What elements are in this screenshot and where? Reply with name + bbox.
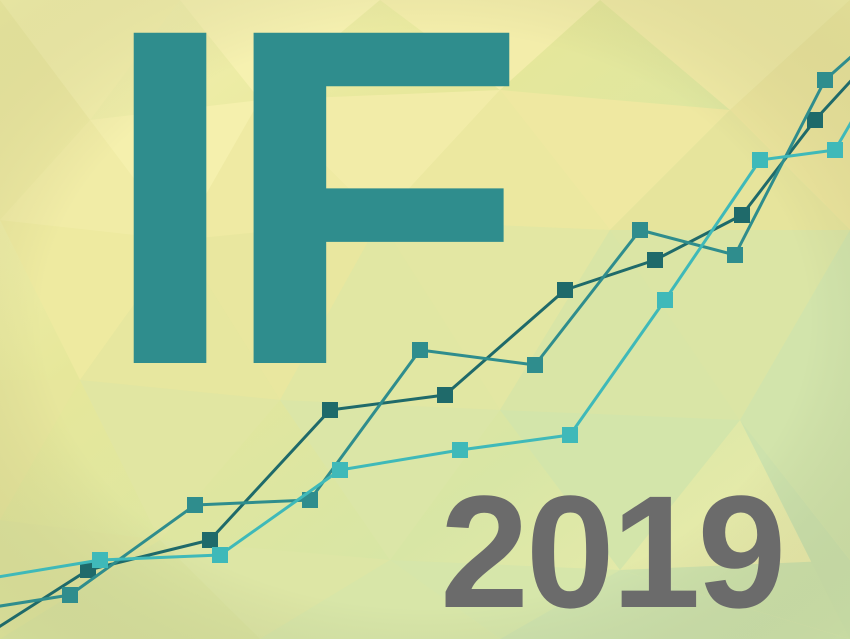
series-marker-dark-teal <box>557 282 573 298</box>
series-marker-medium-teal <box>412 342 428 358</box>
series-marker-medium-teal <box>727 247 743 263</box>
series-marker-light-teal <box>827 142 843 158</box>
series-marker-dark-teal <box>807 112 823 128</box>
series-marker-medium-teal <box>187 497 203 513</box>
series-marker-light-teal <box>657 292 673 308</box>
year-text: 2019 <box>440 460 783 639</box>
series-marker-light-teal <box>92 552 108 568</box>
series-marker-medium-teal <box>632 222 648 238</box>
series-marker-light-teal <box>452 442 468 458</box>
series-marker-dark-teal <box>437 387 453 403</box>
series-marker-medium-teal <box>817 72 833 88</box>
series-marker-medium-teal <box>62 587 78 603</box>
infographic-stage: IF 2019 <box>0 0 850 639</box>
series-marker-light-teal <box>752 152 768 168</box>
series-marker-medium-teal <box>527 357 543 373</box>
series-marker-light-teal <box>332 462 348 478</box>
series-marker-dark-teal <box>734 207 750 223</box>
series-marker-dark-teal <box>202 532 218 548</box>
series-marker-light-teal <box>562 427 578 443</box>
series-marker-dark-teal <box>322 402 338 418</box>
series-marker-dark-teal <box>647 252 663 268</box>
series-marker-light-teal <box>212 547 228 563</box>
